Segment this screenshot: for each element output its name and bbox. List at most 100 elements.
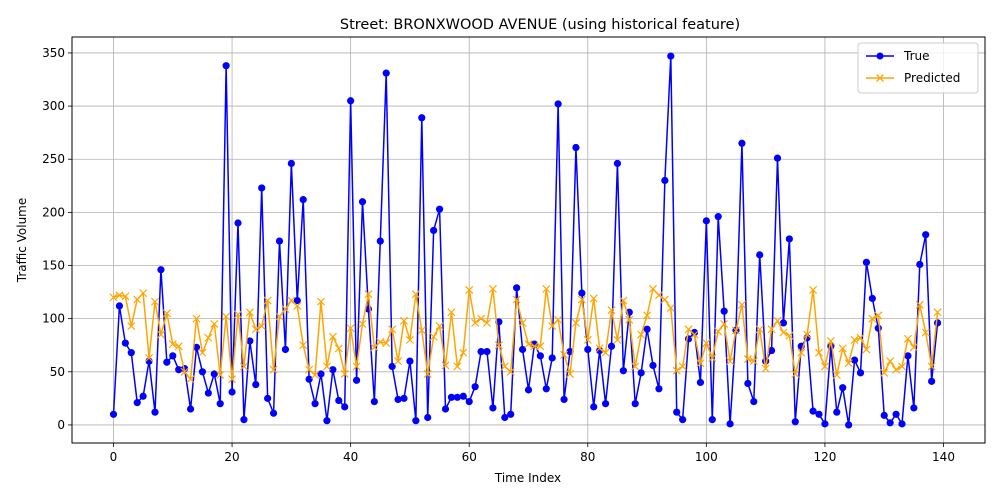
data-point-true [637, 369, 645, 377]
data-point-predicted [862, 345, 871, 354]
data-point-true [133, 399, 141, 407]
data-point-true [619, 367, 627, 375]
x-tick-label: 100 [695, 450, 718, 464]
data-point-predicted [797, 348, 806, 357]
data-point-true [791, 418, 799, 426]
data-point-predicted [399, 316, 409, 325]
data-point-predicted [488, 284, 497, 293]
data-point-predicted [755, 325, 764, 334]
data-point-predicted [210, 319, 219, 328]
data-point-true [916, 260, 924, 269]
y-tick-label: 300 [42, 99, 65, 113]
legend-marker-true [876, 52, 884, 60]
data-point-predicted [850, 335, 859, 344]
data-point-true [489, 404, 497, 412]
data-point-true [845, 421, 853, 429]
data-point-true [329, 366, 337, 374]
data-point-predicted [761, 364, 770, 373]
data-point-true [756, 251, 764, 259]
data-point-predicted [767, 325, 776, 334]
data-point-predicted [874, 311, 883, 320]
x-tick-label: 80 [580, 450, 595, 464]
data-point-predicted [328, 332, 337, 341]
data-point-true [536, 352, 544, 360]
data-point-true [815, 410, 823, 418]
data-point-true [275, 237, 284, 245]
data-point-predicted [275, 312, 284, 321]
data-point-predicted [648, 284, 658, 293]
data-point-predicted [133, 295, 142, 304]
data-point-true [210, 370, 218, 378]
data-point-true [862, 258, 871, 266]
series-line-predicted [113, 288, 939, 380]
data-point-true [667, 52, 675, 60]
data-point-true [661, 176, 669, 185]
data-point-predicted [577, 295, 586, 304]
data-point-predicted [228, 375, 237, 384]
data-point-true [928, 377, 936, 385]
data-point-true [643, 325, 651, 333]
y-tick-label: 150 [42, 259, 65, 273]
series-layer [109, 52, 942, 429]
data-point-true [910, 404, 918, 412]
data-point-predicted [198, 348, 207, 357]
data-point-true [305, 375, 313, 383]
data-point-true [513, 284, 521, 292]
data-point-true [767, 346, 776, 355]
data-point-true [352, 376, 361, 384]
data-point-true [246, 337, 254, 345]
data-point-true [240, 416, 248, 424]
data-point-true [376, 237, 384, 245]
data-point-predicted [595, 344, 604, 353]
data-point-predicted [856, 333, 865, 342]
data-point-predicted [702, 339, 711, 348]
data-point-predicted [548, 322, 557, 331]
data-point-true [412, 417, 420, 425]
legend-entry-predicted: Predicted [866, 71, 960, 85]
y-tick-label: 50 [50, 365, 65, 379]
data-point-predicted [257, 322, 266, 331]
data-point-predicted [933, 308, 942, 317]
data-point-true [317, 370, 325, 378]
data-point-true [785, 235, 793, 243]
data-point-true [299, 196, 307, 204]
data-point-true [406, 357, 414, 365]
data-point-true [613, 159, 622, 168]
data-point-true [424, 413, 432, 422]
data-point-true [524, 386, 533, 394]
data-point-true [151, 408, 159, 416]
data-point-predicted [358, 319, 367, 328]
data-point-true [572, 143, 580, 152]
data-point-true [839, 384, 847, 392]
data-point-predicted [589, 294, 598, 303]
data-point-predicted [429, 332, 438, 341]
data-point-predicted [731, 326, 741, 335]
data-point-true [222, 62, 230, 70]
data-point-true [726, 420, 734, 428]
data-point-true [175, 366, 183, 374]
data-point-predicted [121, 292, 130, 301]
data-point-true [773, 154, 782, 162]
y-tick-label: 250 [42, 152, 65, 166]
plot-frame [71, 36, 986, 444]
y-tick-label: 100 [42, 312, 65, 326]
data-point-true [382, 69, 390, 77]
data-point-true [483, 347, 491, 356]
data-point-true [779, 319, 788, 327]
data-point-true [714, 213, 722, 221]
y-tick-label: 200 [42, 205, 65, 219]
data-point-true [311, 400, 319, 408]
data-point-true [590, 403, 598, 411]
data-point-predicted [512, 295, 521, 304]
data-point-predicted [886, 357, 895, 366]
data-point-true [441, 405, 450, 413]
legend-entry-true: True [866, 49, 930, 63]
x-axis: 0 20 40 60 80 100 120 140 [110, 443, 955, 464]
data-point-predicted [637, 330, 646, 339]
data-point-predicted [482, 318, 492, 327]
data-point-true [435, 205, 444, 213]
data-point-predicted [186, 375, 195, 384]
legend-label-predicted: Predicted [904, 71, 960, 85]
data-point-predicted [139, 289, 148, 298]
data-point-predicted [216, 370, 225, 380]
